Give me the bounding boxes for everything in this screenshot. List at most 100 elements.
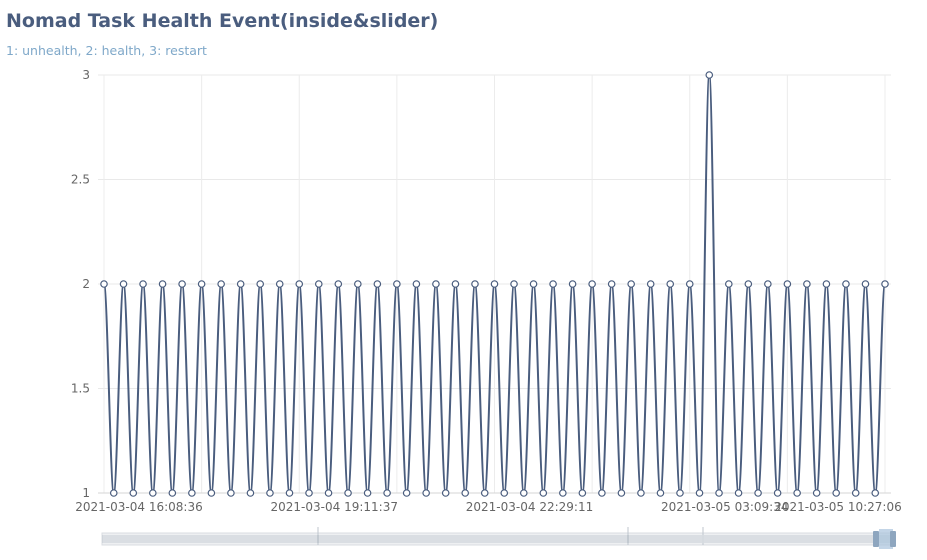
data-point[interactable] [109, 489, 118, 497]
data-point[interactable] [705, 71, 714, 79]
data-point[interactable] [744, 280, 753, 288]
data-point[interactable] [637, 489, 645, 497]
data-point[interactable] [822, 280, 831, 288]
data-point[interactable] [305, 489, 313, 497]
data-point[interactable] [471, 280, 479, 288]
data-point[interactable] [734, 489, 743, 497]
x-tick-label: 2021-03-05 03:09:34 [661, 500, 788, 514]
series-line [103, 73, 886, 495]
data-point[interactable] [783, 280, 792, 288]
data-point[interactable] [559, 489, 567, 497]
data-point[interactable] [803, 280, 811, 288]
data-point[interactable] [197, 280, 206, 288]
y-axis: 1 1.5 2 2.5 3 [71, 68, 90, 500]
data-point[interactable] [188, 489, 196, 497]
data-point[interactable] [314, 280, 323, 288]
data-point[interactable] [715, 489, 723, 497]
data-point[interactable] [246, 489, 255, 497]
data-point[interactable] [363, 489, 372, 497]
data-point[interactable] [695, 489, 704, 497]
data-point[interactable] [685, 280, 694, 288]
x-tick-label: 2021-03-04 19:11:37 [271, 500, 398, 514]
data-point[interactable] [627, 280, 635, 288]
slider-handle[interactable] [890, 531, 896, 547]
data-point[interactable] [598, 489, 606, 497]
data-point[interactable] [793, 489, 801, 497]
data-point[interactable] [529, 280, 538, 288]
data-point[interactable] [432, 280, 440, 288]
x-tick-label: 2021-03-05 10:27:06 [774, 500, 901, 514]
data-point[interactable] [344, 489, 352, 497]
y-tick-label: 2 [82, 277, 90, 291]
data-point[interactable] [773, 489, 782, 497]
data-point[interactable] [588, 280, 596, 288]
data-point[interactable] [754, 489, 762, 497]
y-tick-label: 1 [82, 486, 90, 500]
data-point[interactable] [871, 489, 880, 497]
data-point[interactable] [158, 280, 167, 288]
data-point[interactable] [178, 280, 186, 288]
data-point[interactable] [646, 280, 655, 288]
data-point[interactable] [334, 280, 343, 288]
slider-selection[interactable] [879, 529, 893, 549]
data-point[interactable] [861, 280, 870, 288]
data-point[interactable] [549, 280, 557, 288]
data-point[interactable] [666, 280, 675, 288]
data-point[interactable] [500, 489, 509, 497]
data-point[interactable] [461, 489, 470, 497]
data-point[interactable] [129, 489, 138, 497]
data-point[interactable] [256, 280, 265, 288]
data-point[interactable] [275, 280, 284, 288]
data-point[interactable] [354, 280, 362, 288]
data-point[interactable] [402, 489, 411, 497]
data-point[interactable] [393, 280, 401, 288]
data-point[interactable] [832, 489, 840, 497]
data-point[interactable] [480, 489, 489, 497]
data-point[interactable] [842, 280, 850, 288]
data-point[interactable] [451, 280, 460, 288]
slider-handle[interactable] [873, 531, 879, 547]
data-point[interactable] [412, 280, 421, 288]
data-point[interactable] [119, 280, 128, 288]
data-point[interactable] [266, 489, 274, 497]
x-tick-label: 2021-03-04 22:29:11 [466, 500, 593, 514]
data-point[interactable] [383, 489, 391, 497]
data-point[interactable] [568, 280, 577, 288]
data-point[interactable] [285, 489, 294, 497]
data-point[interactable] [578, 489, 587, 497]
data-point[interactable] [373, 280, 382, 288]
data-point[interactable] [441, 489, 450, 497]
data-point[interactable] [812, 489, 821, 497]
chart-subtitle: 1: unhealth, 2: health, 3: restart [6, 43, 207, 58]
x-tick-label: 2021-03-04 16:08:36 [75, 500, 202, 514]
chart-title: Nomad Task Health Event(inside&slider) [6, 10, 439, 32]
data-point[interactable] [490, 280, 499, 288]
data-point[interactable] [851, 489, 860, 497]
data-point[interactable] [881, 280, 889, 288]
data-point[interactable] [676, 489, 684, 497]
data-point[interactable] [100, 280, 108, 288]
data-points[interactable] [100, 71, 889, 497]
data-point[interactable] [168, 489, 177, 497]
data-zoom-slider[interactable] [101, 527, 896, 549]
data-point[interactable] [510, 280, 518, 288]
data-point[interactable] [656, 489, 665, 497]
data-point[interactable] [207, 489, 216, 497]
data-point[interactable] [236, 280, 245, 288]
data-point[interactable] [422, 489, 430, 497]
data-point[interactable] [227, 489, 235, 497]
data-point[interactable] [617, 489, 626, 497]
data-point[interactable] [764, 280, 772, 288]
data-point[interactable] [295, 280, 304, 288]
y-tick-label: 2.5 [71, 173, 90, 187]
data-point[interactable] [724, 280, 733, 288]
data-point[interactable] [324, 489, 333, 497]
data-point[interactable] [139, 280, 147, 288]
data-point[interactable] [217, 280, 225, 288]
data-point[interactable] [519, 489, 528, 497]
data-point[interactable] [149, 489, 157, 497]
y-tick-label: 3 [82, 68, 90, 82]
series-line-group [103, 73, 886, 495]
data-point[interactable] [607, 280, 616, 288]
data-point[interactable] [539, 489, 548, 497]
